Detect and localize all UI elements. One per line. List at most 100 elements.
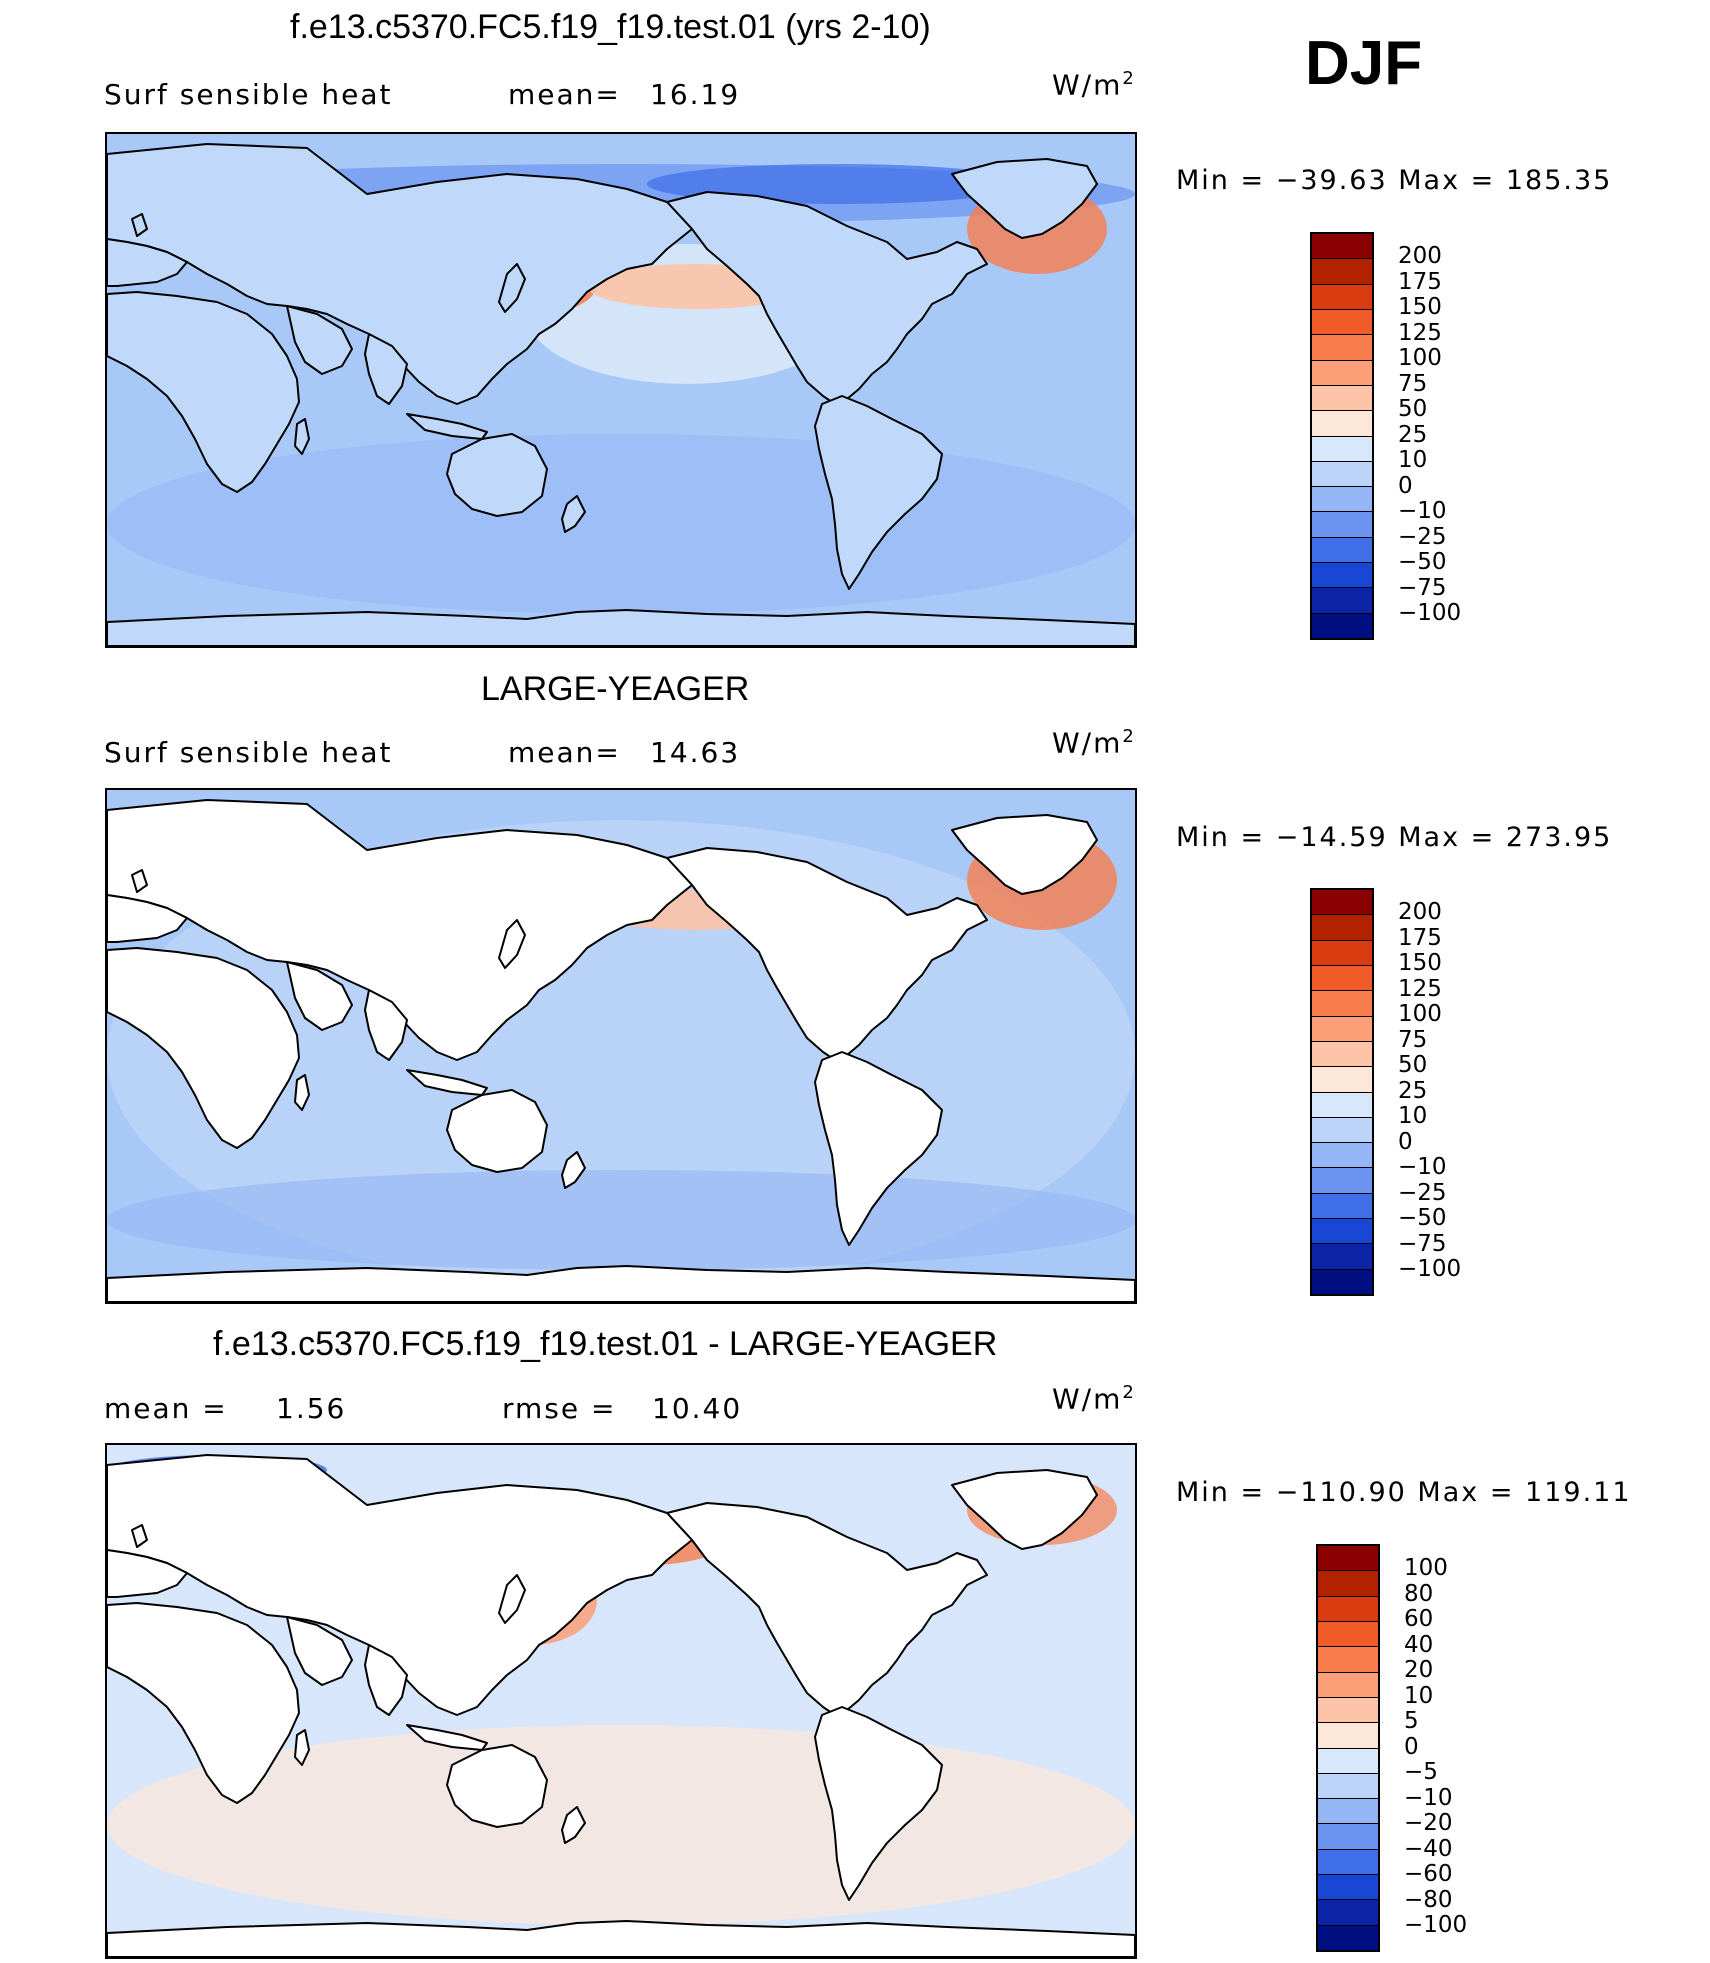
colorbar-swatch bbox=[1318, 1672, 1378, 1698]
colorbar-tick-label: −25 bbox=[1398, 523, 1447, 550]
continent-outline bbox=[364, 1644, 408, 1716]
panel-3-landmasses bbox=[107, 1454, 1135, 1957]
continent-outline bbox=[406, 413, 488, 440]
colorbar-tick-label: 175 bbox=[1398, 268, 1442, 295]
colorbar-swatch bbox=[1312, 1269, 1372, 1294]
colorbar-swatch bbox=[1312, 461, 1372, 488]
panel-3-minmax: Min = −110.90 Max = 119.11 bbox=[1176, 1477, 1632, 1508]
panel-1-minmax: Min = −39.63 Max = 185.35 bbox=[1176, 165, 1613, 196]
colorbar-tick-label: 5 bbox=[1404, 1708, 1419, 1734]
colorbar-swatch bbox=[1312, 1193, 1372, 1220]
colorbar-swatch bbox=[1312, 385, 1372, 412]
panel-2-map bbox=[105, 788, 1137, 1304]
colorbar-swatch bbox=[1312, 411, 1372, 437]
colorbar-swatch bbox=[1312, 940, 1372, 966]
panel-2-field-label: Surf sensible heat bbox=[104, 736, 393, 769]
panel-1-field-label: Surf sensible heat bbox=[104, 78, 393, 111]
panel-2-colorbar bbox=[1310, 888, 1374, 1296]
continent-outline bbox=[107, 1265, 1135, 1302]
panel-3-map bbox=[105, 1443, 1137, 1959]
field-shading-patch bbox=[107, 1170, 1135, 1270]
continent-outline bbox=[364, 333, 408, 405]
colorbar-swatch bbox=[1312, 1143, 1372, 1169]
colorbar-swatch bbox=[1312, 588, 1372, 614]
colorbar-swatch bbox=[1318, 1621, 1378, 1648]
colorbar-tick-label: 10 bbox=[1398, 447, 1428, 473]
colorbar-tick-label: −25 bbox=[1398, 1179, 1447, 1206]
continent-outline bbox=[951, 814, 1098, 895]
colorbar-swatch bbox=[1318, 1697, 1378, 1724]
continent-outline bbox=[814, 1706, 943, 1901]
colorbar-swatch bbox=[1318, 1571, 1378, 1597]
colorbar-tick-label: −10 bbox=[1398, 498, 1447, 524]
colorbar-swatch bbox=[1318, 1824, 1378, 1850]
colorbar-swatch bbox=[1312, 284, 1372, 310]
continent-outline bbox=[107, 238, 188, 287]
panel-3-mean-label: mean = bbox=[104, 1392, 228, 1425]
colorbar-swatch bbox=[1312, 360, 1372, 386]
colorbar-tick-label: 10 bbox=[1398, 1103, 1428, 1129]
colorbar-swatch bbox=[1318, 1647, 1378, 1673]
colorbar-tick-label: −20 bbox=[1404, 1810, 1453, 1836]
panel-2-mean-label: mean= bbox=[508, 736, 621, 769]
colorbar-tick-label: −50 bbox=[1398, 1205, 1447, 1231]
panel-1-title: f.e13.c5370.FC5.f19_f19.test.01 (yrs 2-1… bbox=[290, 8, 931, 46]
continent-outline bbox=[406, 1724, 488, 1751]
panel-1-mean-label: mean= bbox=[508, 78, 621, 111]
panel-2-colorbar-labels: 200 175 150 125 100 75 50 25 10 0 −10 −25 −50 −75 −100 bbox=[1398, 899, 1462, 1283]
colorbar-tick-label: 80 bbox=[1404, 1580, 1434, 1607]
colorbar-swatch bbox=[1312, 1041, 1372, 1068]
colorbar-tick-label: −100 bbox=[1398, 1256, 1462, 1282]
panel-1-landmasses bbox=[107, 143, 1135, 646]
colorbar-tick-label: −10 bbox=[1404, 1784, 1453, 1811]
panel-3-colorbar bbox=[1316, 1544, 1380, 1952]
continent-outline bbox=[814, 395, 943, 590]
colorbar-swatch bbox=[1312, 915, 1372, 941]
continent-outline bbox=[294, 1074, 310, 1111]
colorbar-tick-label: 0 bbox=[1404, 1733, 1419, 1760]
continent-outline bbox=[666, 191, 988, 405]
season-label: DJF bbox=[1305, 29, 1423, 98]
continent-outline bbox=[446, 1744, 548, 1828]
panel-3-mean-value: 1.56 bbox=[276, 1392, 347, 1425]
continent-outline bbox=[951, 158, 1098, 239]
continent-outline bbox=[107, 1602, 300, 1804]
panel-2-map-svg bbox=[107, 790, 1135, 1302]
continent-outline bbox=[107, 894, 188, 943]
colorbar-tick-label: 175 bbox=[1398, 924, 1442, 951]
colorbar-swatch bbox=[1318, 1799, 1378, 1825]
colorbar-swatch bbox=[1312, 537, 1372, 564]
continent-outline bbox=[107, 291, 300, 493]
panel-1-colorbar bbox=[1310, 232, 1374, 640]
continent-outline bbox=[131, 1524, 148, 1548]
colorbar-tick-label: 150 bbox=[1398, 294, 1442, 320]
continent-outline bbox=[951, 1469, 1098, 1550]
panel-1-mean-value: 16.19 bbox=[650, 78, 741, 111]
colorbar-tick-label: 0 bbox=[1398, 1128, 1413, 1155]
colorbar-tick-label: 200 bbox=[1398, 899, 1442, 925]
continent-outline bbox=[107, 1920, 1135, 1957]
continent-outline bbox=[107, 609, 1135, 646]
colorbar-tick-label: −40 bbox=[1404, 1835, 1453, 1862]
colorbar-swatch bbox=[1312, 563, 1372, 589]
colorbar-swatch bbox=[1318, 1748, 1378, 1774]
panel-3-units: W/m2 bbox=[1052, 1382, 1136, 1416]
continent-outline bbox=[131, 869, 148, 893]
colorbar-tick-label: −50 bbox=[1398, 549, 1447, 575]
continent-outline bbox=[107, 947, 300, 1149]
colorbar-tick-label: 150 bbox=[1398, 950, 1442, 976]
colorbar-swatch bbox=[1312, 1067, 1372, 1093]
colorbar-tick-label: −10 bbox=[1398, 1154, 1447, 1180]
panel-2-landmasses bbox=[107, 799, 1135, 1302]
colorbar-swatch bbox=[1318, 1849, 1378, 1876]
colorbar-swatch bbox=[1318, 1925, 1378, 1950]
panel-2-mean-value: 14.63 bbox=[650, 736, 741, 769]
colorbar-tick-label: −100 bbox=[1398, 600, 1462, 626]
colorbar-swatch bbox=[1318, 1773, 1378, 1800]
continent-outline bbox=[561, 1151, 586, 1189]
colorbar-swatch bbox=[1312, 890, 1372, 916]
colorbar-swatch bbox=[1318, 1596, 1378, 1622]
panel-1-units: W/m2 bbox=[1052, 68, 1136, 102]
continent-outline bbox=[131, 213, 148, 237]
colorbar-tick-label: 20 bbox=[1404, 1657, 1434, 1683]
